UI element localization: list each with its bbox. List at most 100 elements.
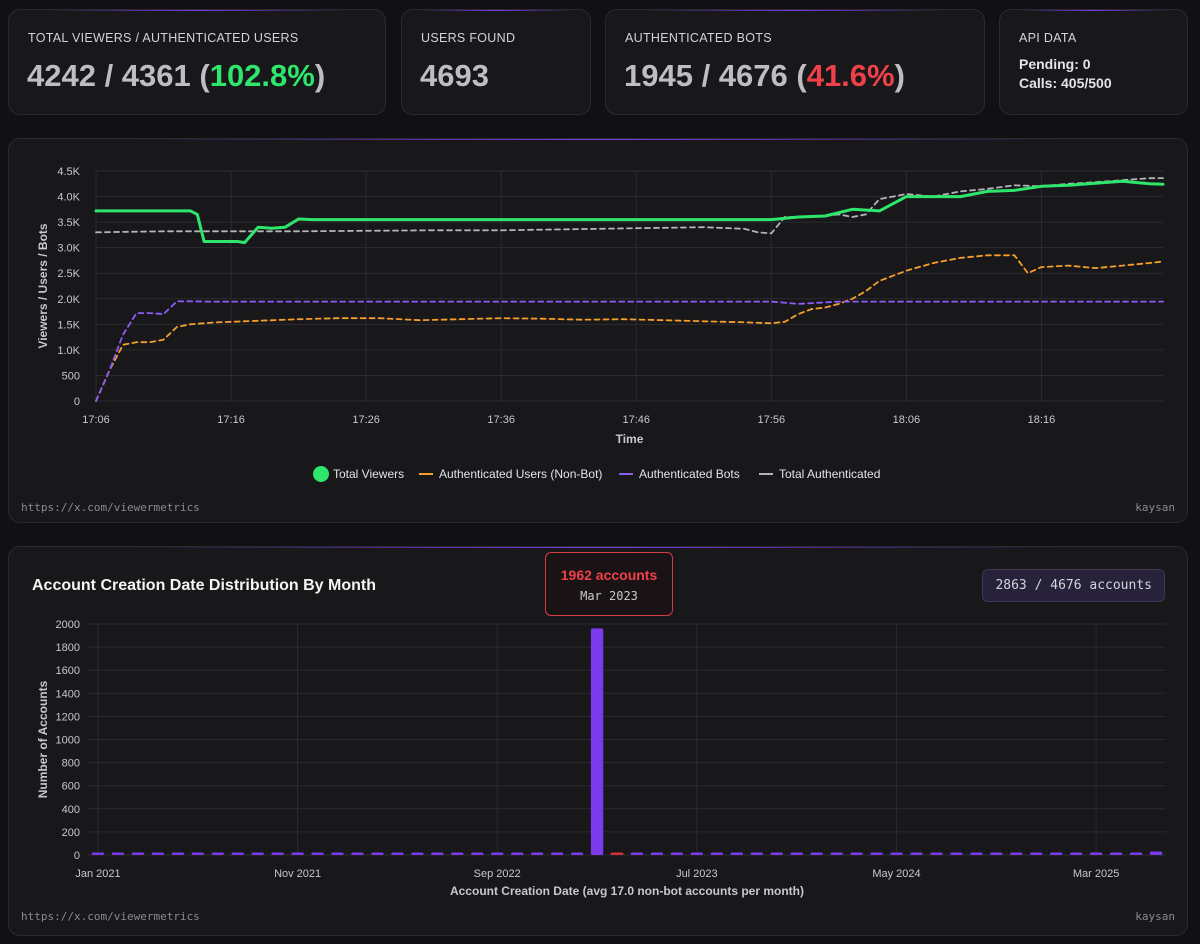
bar bbox=[870, 852, 883, 855]
y-tick-label: 200 bbox=[62, 827, 80, 839]
bar bbox=[1030, 852, 1043, 855]
stat-label: API DATA bbox=[1019, 31, 1077, 45]
bar bbox=[970, 852, 983, 855]
bar bbox=[191, 852, 204, 855]
x-tick-label: 17:36 bbox=[487, 414, 515, 426]
y-tick-label: 3.0K bbox=[57, 243, 80, 255]
chart-title: Account Creation Date Distribution By Mo… bbox=[32, 577, 376, 594]
x-tick-label: 18:06 bbox=[893, 414, 921, 426]
stat-label: USERS FOUND bbox=[421, 31, 516, 45]
legend-label-total: Total Authenticated bbox=[779, 467, 880, 481]
stat-label: TOTAL VIEWERS / AUTHENTICATED USERS bbox=[28, 31, 299, 45]
bar bbox=[590, 628, 604, 855]
x-tick-label: 17:26 bbox=[352, 414, 380, 426]
y-tick-label: 1200 bbox=[56, 711, 80, 723]
stat-card-api: API DATA Pending: 0 Calls: 405/500 bbox=[999, 9, 1188, 115]
api-pending: Pending: 0 bbox=[1019, 56, 1091, 72]
x-tick-label: Jul 2023 bbox=[676, 868, 718, 880]
stat-card-users-found: USERS FOUND 4693 bbox=[401, 9, 591, 115]
stat-label: AUTHENTICATED BOTS bbox=[625, 31, 772, 45]
bar bbox=[930, 852, 943, 855]
series-line-users bbox=[95, 254, 1164, 402]
y-tick-label: 600 bbox=[62, 781, 80, 793]
bar bbox=[810, 852, 823, 855]
bar bbox=[91, 852, 105, 855]
bar bbox=[1129, 852, 1143, 855]
y-axis-title: Viewers / Users / Bots bbox=[36, 223, 50, 349]
bar bbox=[750, 852, 763, 855]
y-tick-label: 3.5K bbox=[57, 217, 80, 229]
bar bbox=[1010, 852, 1023, 855]
x-axis-title: Time bbox=[616, 432, 644, 446]
bar bbox=[830, 852, 843, 855]
bar bbox=[770, 852, 783, 855]
series-line-bots bbox=[95, 300, 1164, 402]
y-tick-label: 2000 bbox=[56, 619, 80, 631]
legend-label-bots: Authenticated Bots bbox=[639, 467, 740, 481]
x-tick-label: 17:16 bbox=[217, 414, 245, 426]
y-tick-label: 1000 bbox=[56, 735, 80, 747]
bar bbox=[111, 852, 125, 855]
creation-bar-chart: 0 200 400 600 800 1000 1200 1400 1600 1800 2000 Jan… bbox=[36, 619, 1166, 898]
y-tick-label: 2.5K bbox=[57, 268, 80, 280]
bar bbox=[690, 852, 704, 855]
legend-swatch-viewers bbox=[313, 466, 329, 482]
stat-value-main: 4242 / 4361 ( bbox=[27, 58, 210, 93]
x-tick-label: Nov 2021 bbox=[274, 868, 321, 880]
bar bbox=[790, 852, 803, 855]
bar bbox=[1149, 851, 1163, 855]
source-link[interactable]: https://x.com/viewermetrics bbox=[21, 910, 200, 923]
bar bbox=[211, 852, 224, 855]
bar bbox=[670, 852, 684, 855]
bar bbox=[171, 852, 185, 855]
x-tick-label: 17:46 bbox=[622, 414, 650, 426]
x-tick-label: Jan 2021 bbox=[75, 868, 120, 880]
bar bbox=[570, 852, 584, 855]
viewers-line-chart: 0 500 1.0K 1.5K 2.0K 2.5K 3.0K 3.5K 4.0K 4.5K 17:0… bbox=[36, 166, 1165, 482]
tooltip-label: Mar 2023 bbox=[580, 589, 638, 603]
stat-value: 1945 / 4676 (41.6%) bbox=[624, 58, 905, 94]
stat-card-bots: AUTHENTICATED BOTS 1945 / 4676 (41.6%) bbox=[605, 9, 985, 115]
source-link[interactable]: https://x.com/viewermetrics bbox=[21, 501, 200, 514]
bar bbox=[371, 852, 384, 855]
bar bbox=[730, 852, 743, 855]
stat-value: 4693 bbox=[420, 58, 489, 93]
bar bbox=[411, 852, 424, 855]
y-tick-label: 0 bbox=[74, 850, 80, 862]
y-tick-label: 800 bbox=[62, 758, 80, 770]
bar bbox=[1069, 852, 1083, 855]
x-tick-label: Mar 2025 bbox=[1073, 868, 1119, 880]
bar bbox=[550, 852, 564, 855]
bar bbox=[391, 852, 404, 855]
y-tick-label: 1.0K bbox=[57, 345, 80, 357]
bar bbox=[850, 852, 863, 855]
bar bbox=[151, 852, 165, 855]
y-tick-label: 0 bbox=[74, 396, 80, 408]
bar bbox=[530, 852, 544, 855]
bar bbox=[351, 852, 364, 855]
legend-label-users: Authenticated Users (Non-Bot) bbox=[439, 467, 602, 481]
y-tick-label: 2.0K bbox=[57, 294, 80, 306]
bar bbox=[950, 852, 963, 855]
stat-paren: ) bbox=[314, 58, 326, 93]
bar bbox=[650, 852, 664, 855]
bar bbox=[131, 852, 145, 855]
bar bbox=[471, 852, 484, 855]
bar-highlighted bbox=[610, 852, 624, 855]
bar bbox=[431, 852, 444, 855]
bar bbox=[910, 852, 923, 855]
bar bbox=[251, 852, 264, 855]
bar bbox=[231, 852, 244, 855]
stat-percentage: 102.8% bbox=[209, 58, 315, 93]
stat-percentage: 41.6% bbox=[806, 58, 895, 93]
x-tick-label: Sep 2022 bbox=[474, 868, 521, 880]
bar bbox=[1089, 852, 1103, 855]
bar bbox=[1109, 852, 1123, 855]
bar bbox=[630, 852, 644, 855]
x-tick-label: May 2024 bbox=[872, 868, 920, 880]
bar bbox=[451, 852, 464, 855]
bar bbox=[311, 852, 324, 855]
bar bbox=[291, 852, 304, 855]
stat-value-main: 1945 / 4676 ( bbox=[624, 58, 807, 93]
author-label: kaysan bbox=[1135, 910, 1175, 923]
